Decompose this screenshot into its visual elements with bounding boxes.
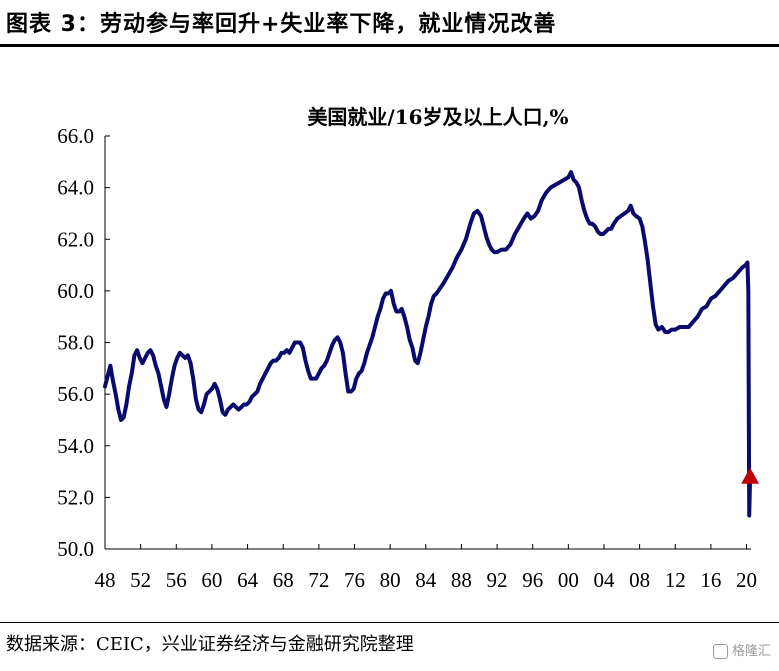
x-tick-label: 08 [629, 568, 650, 592]
x-tick-label: 72 [308, 568, 329, 592]
y-tick-label: 66.0 [57, 124, 94, 148]
watermark: 格隆汇 [712, 640, 771, 659]
x-tick-label: 00 [558, 568, 579, 592]
y-tick-label: 54.0 [57, 434, 94, 458]
watermark-logo-icon [712, 644, 728, 659]
footer-rule [0, 622, 779, 623]
y-tick-label: 52.0 [57, 485, 94, 509]
triangle-marker [741, 467, 760, 484]
x-tick-label: 80 [380, 568, 401, 592]
x-tick-label: 68 [273, 568, 294, 592]
x-tick-label: 64 [237, 568, 259, 592]
series-line-0 [103, 170, 753, 518]
line-chart: 美国就业/16岁及以上人口,% 50.0 52.0 54.0 56.0 58.0 60.0 6… [57, 105, 760, 592]
y-tick-label: 58.0 [57, 331, 94, 355]
x-tick-label: 12 [665, 568, 686, 592]
x-tick-label: 76 [344, 568, 365, 592]
source-note: 数据来源：CEIC，兴业证券经济与金融研究院整理 [6, 634, 414, 655]
figure-title: 图表 3：劳动参与率回升+失业率下降，就业情况改善 [6, 12, 557, 37]
x-tick-label: 04 [593, 568, 615, 592]
x-tick-label: 60 [201, 568, 222, 592]
chart-title: 美国就业/16岁及以上人口,% [307, 105, 568, 129]
x-tick-label: 96 [522, 568, 543, 592]
y-tick-label: 64.0 [57, 176, 94, 200]
y-tick-label: 56.0 [57, 382, 94, 406]
y-tick-label: 50.0 [57, 537, 94, 561]
x-tick-label: 92 [487, 568, 508, 592]
y-tick-label: 62.0 [57, 227, 94, 251]
x-tick-label: 88 [451, 568, 472, 592]
title-rule [0, 44, 779, 47]
y-tick-label: 60.0 [57, 279, 94, 303]
x-tick-label: 56 [166, 568, 187, 592]
watermark-text: 格隆汇 [731, 644, 771, 659]
x-tick-label: 52 [130, 568, 151, 592]
x-tick-label: 84 [415, 568, 437, 592]
x-tick-label: 20 [736, 568, 757, 592]
x-tick-label: 16 [700, 568, 721, 592]
x-tick-label: 48 [95, 568, 116, 592]
